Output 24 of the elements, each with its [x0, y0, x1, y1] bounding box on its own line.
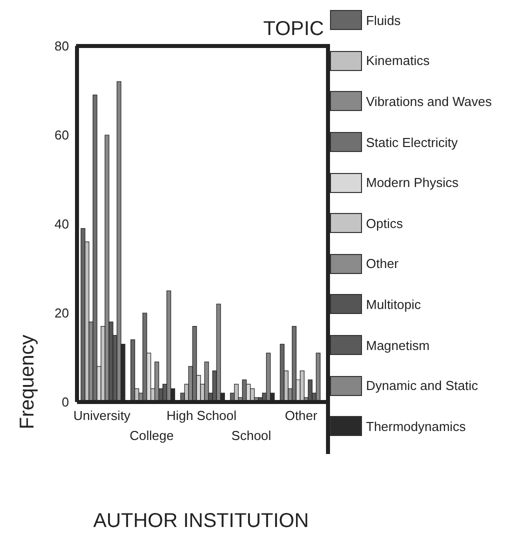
- x-tick-label: College: [130, 428, 174, 443]
- x-tick-label: University: [73, 408, 131, 423]
- legend-label: Multitopic: [366, 296, 421, 312]
- x-tick-label: High School: [166, 408, 237, 423]
- legend-title: TOPIC: [263, 18, 324, 41]
- legend-label: Magnetism: [366, 338, 430, 353]
- legend-label: Dynamic and Static: [366, 378, 478, 394]
- y-tick-label: 40: [54, 216, 69, 232]
- legend-label: Other: [366, 256, 399, 272]
- legend-label: Modern Physics: [366, 175, 458, 190]
- legend-label: Static Electricity: [366, 134, 458, 150]
- legend-label: Kinematics: [366, 53, 430, 68]
- legend-label: Thermodynamics: [366, 418, 466, 434]
- legend-label: Fluids: [366, 12, 401, 28]
- legend-label: Vibrations and Waves: [366, 94, 492, 109]
- x-axis-title: AUTHOR INSTITUTION: [92, 510, 310, 533]
- x-tick-label: Other: [284, 408, 318, 423]
- y-tick-label: 60: [54, 128, 69, 143]
- y-tick-label: 80: [54, 38, 69, 54]
- y-axis-title: Frequency: [16, 334, 40, 430]
- y-tick-label: 0: [62, 394, 69, 410]
- legend-label: Optics: [366, 216, 403, 231]
- y-tick-label: 20: [54, 306, 69, 321]
- x-tick-label: School: [231, 428, 272, 443]
